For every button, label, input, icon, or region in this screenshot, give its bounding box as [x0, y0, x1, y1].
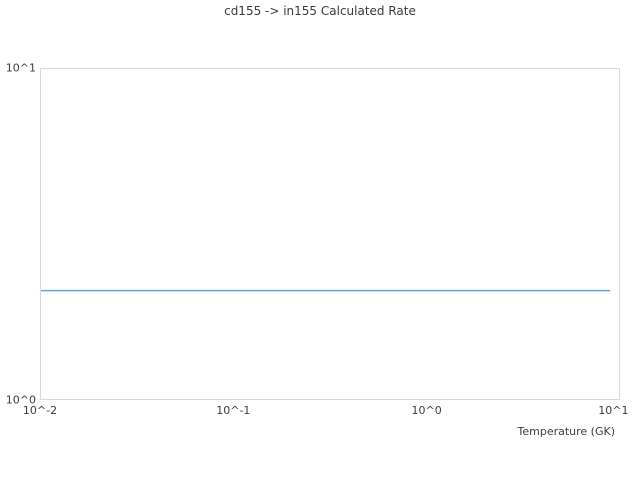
- chart-title: cd155 -> in155 Calculated Rate: [224, 4, 416, 18]
- x-tick-label: 10^0: [411, 404, 442, 417]
- x-axis-label: Temperature (GK): [517, 425, 616, 438]
- y-tick-label: 10^1: [5, 61, 36, 75]
- x-tick-label: 10^1: [598, 404, 629, 417]
- plot-area: [40, 68, 620, 400]
- rate-line-svg: [41, 289, 611, 292]
- x-tick-label: 10^-1: [216, 404, 251, 417]
- y-tick-label: 10^0: [5, 393, 36, 407]
- x-tick-label: 10^-2: [22, 404, 58, 417]
